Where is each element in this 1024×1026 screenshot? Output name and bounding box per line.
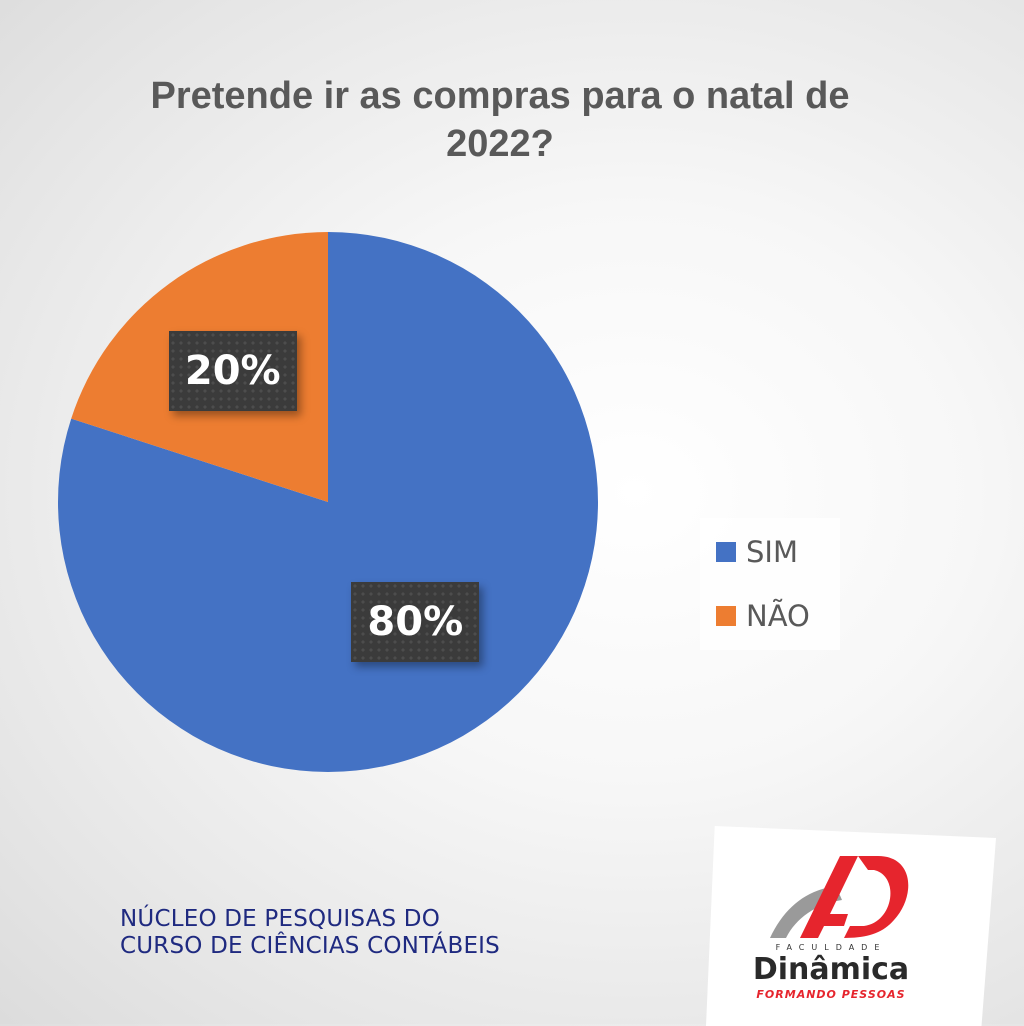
logo-mark-icon	[770, 856, 909, 938]
footer-line-2: CURSO DE CIÊNCIAS CONTÁBEIS	[120, 933, 500, 959]
logo-faculdade: FACULDADE	[775, 943, 887, 952]
chart-title: Pretende ir as compras para o natal de 2…	[150, 75, 850, 165]
logo-letter-d	[844, 856, 909, 938]
footer-text: NÚCLEO DE PESQUISAS DO CURSO DE CIÊNCIAS…	[120, 906, 580, 960]
logo-name: Dinâmica	[752, 952, 910, 987]
legend-item-nao: NÃO	[716, 596, 810, 636]
legend-swatch-sim	[716, 542, 736, 562]
logo-card: FACULDADE Dinâmica FORMANDO PESSOAS	[706, 826, 996, 1026]
legend-swatch-nao	[716, 606, 736, 626]
data-label-sim: 80%	[351, 582, 480, 663]
data-label-nao: 20%	[168, 330, 297, 411]
footer-line-1: NÚCLEO DE PESQUISAS DO	[120, 906, 441, 932]
legend-item-sim: SIM	[716, 532, 798, 572]
legend-label-sim: SIM	[746, 535, 798, 569]
logo-letter-a	[800, 856, 858, 938]
logo-tagline: FORMANDO PESSOAS	[756, 988, 906, 1001]
legend-label-nao: NÃO	[746, 599, 810, 633]
legend: SIM NÃO	[700, 518, 840, 650]
